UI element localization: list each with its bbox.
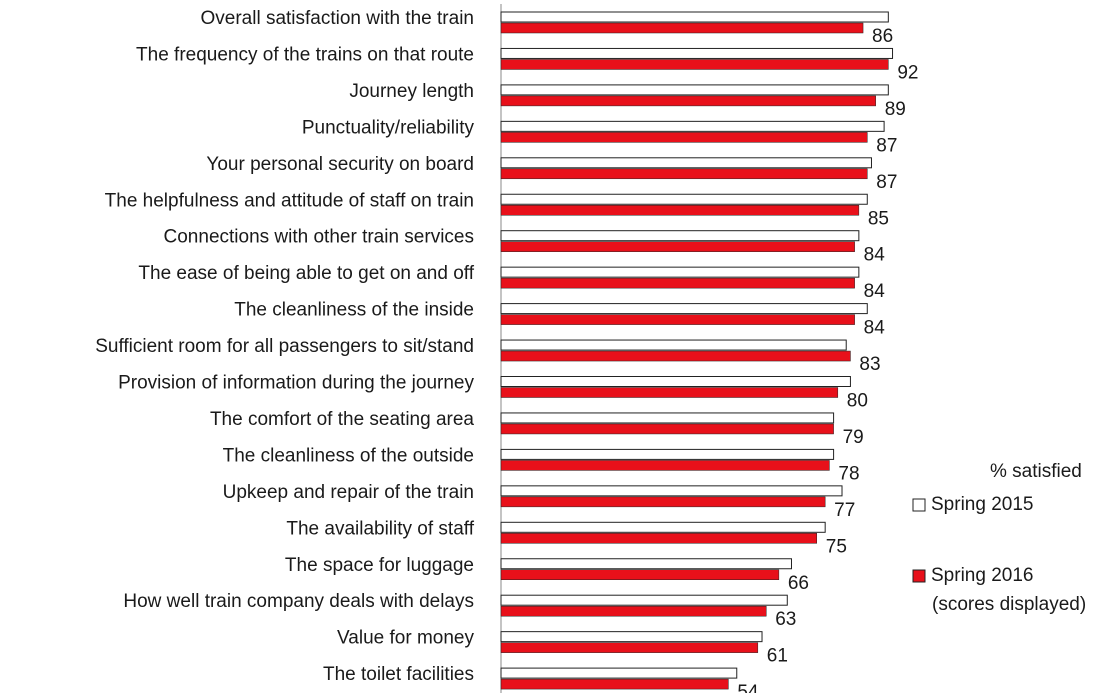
value-label: 63 <box>775 609 796 630</box>
value-label: 83 <box>859 354 880 375</box>
bar <box>500 533 817 544</box>
legend-title: % satisfied <box>990 461 1082 482</box>
legend-swatch <box>912 569 926 583</box>
value-label: 80 <box>847 391 868 412</box>
category-label: Punctuality/reliability <box>302 117 475 138</box>
legend-label: Spring 2016 <box>931 565 1033 586</box>
bar <box>500 120 885 132</box>
value-label: 86 <box>872 26 893 47</box>
value-label: 92 <box>897 62 918 83</box>
bar <box>500 678 729 690</box>
bar <box>500 412 835 424</box>
category-label: The availability of staff <box>286 518 474 539</box>
legend-swatch <box>912 498 926 512</box>
bar <box>500 314 855 325</box>
bar <box>500 132 868 143</box>
bar <box>500 11 889 23</box>
bar <box>500 521 826 533</box>
value-label: 85 <box>868 208 889 229</box>
bar <box>500 350 851 362</box>
value-label: 84 <box>864 245 886 266</box>
bar <box>500 59 889 70</box>
bar <box>500 667 738 679</box>
bar <box>500 47 894 59</box>
value-label: 78 <box>838 463 859 484</box>
category-label: How well train company deals with delays <box>123 591 474 612</box>
bar <box>500 594 788 606</box>
category-label: The comfort of the seating area <box>210 409 474 430</box>
category-label: Upkeep and repair of the train <box>223 482 474 503</box>
value-label: 89 <box>885 99 906 120</box>
category-label: Provision of information during the jour… <box>118 373 474 394</box>
bar <box>500 339 847 351</box>
bar <box>500 448 835 460</box>
value-label: 54 <box>737 682 759 693</box>
value-label: 61 <box>767 646 788 667</box>
value-label: 87 <box>876 172 897 193</box>
bar <box>500 303 868 315</box>
category-label: The cleanliness of the outside <box>223 445 474 466</box>
category-label: Your personal security on board <box>206 154 474 175</box>
category-label: The frequency of the trains on that rout… <box>136 44 474 65</box>
category-label: The toilet facilities <box>323 664 474 685</box>
value-label: 84 <box>864 281 886 302</box>
value-label: 87 <box>876 135 897 156</box>
legend-label: Spring 2015 <box>931 494 1033 515</box>
bar <box>500 241 855 252</box>
value-label: 66 <box>788 573 809 594</box>
bar <box>500 277 855 289</box>
value-label: 84 <box>864 318 886 339</box>
bar <box>500 605 767 617</box>
bar <box>500 460 830 471</box>
bar <box>500 22 864 34</box>
legend-note: (scores displayed) <box>932 594 1086 615</box>
category-label: Overall satisfaction with the train <box>200 8 474 29</box>
bar <box>500 496 826 508</box>
bar <box>500 84 889 96</box>
value-label: 75 <box>826 536 847 557</box>
category-label: Journey length <box>349 81 474 102</box>
bar <box>500 157 872 169</box>
category-label: The cleanliness of the inside <box>234 300 474 321</box>
bar <box>500 205 860 216</box>
category-label: The helpfulness and attitude of staff on… <box>105 190 474 211</box>
bar <box>500 569 780 580</box>
bar <box>500 485 843 497</box>
category-label: Connections with other train services <box>164 227 474 248</box>
bar <box>500 193 868 205</box>
category-label: Sufficient room for all passengers to si… <box>95 336 474 357</box>
bar <box>500 230 860 242</box>
bar <box>500 266 860 278</box>
bar <box>500 387 839 398</box>
bar <box>500 95 876 107</box>
bar <box>500 376 851 387</box>
bar <box>500 631 763 643</box>
category-label: The ease of being able to get on and off <box>138 263 474 284</box>
category-label: Value for money <box>337 628 474 649</box>
value-label: 79 <box>843 427 864 448</box>
category-label: The space for luggage <box>285 555 474 576</box>
bar <box>500 642 759 653</box>
bar <box>500 168 868 180</box>
bar <box>500 558 792 570</box>
value-label: 77 <box>834 500 855 521</box>
bar <box>500 423 834 435</box>
